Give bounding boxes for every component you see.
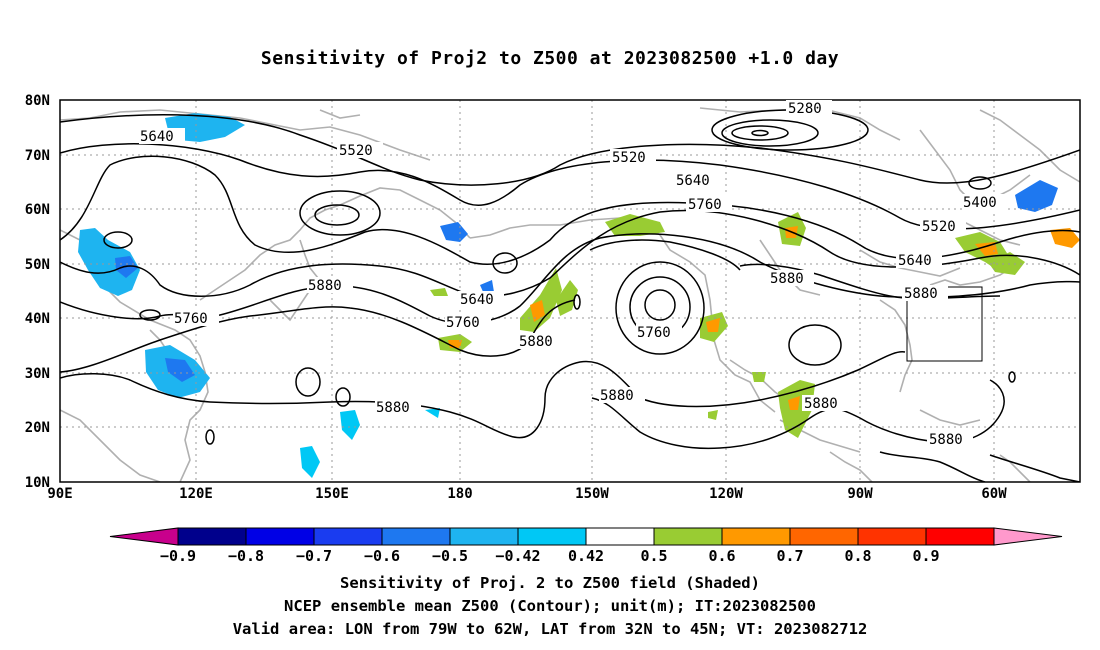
caption-valid-area: Valid area: LON from 79W to 62W, LAT fro… [232,620,868,638]
contour-label: 5880 [804,396,838,412]
contour-label: 5640 [898,253,932,269]
colorbar-swatch [585,527,655,546]
lon-label: 180 [447,486,472,502]
lon-label: 60W [981,486,1007,502]
positive-patch [556,280,578,316]
contour-label: 5760 [174,311,208,327]
caption-shading: Sensitivity of Proj. 2 to Z500 field (Sh… [340,574,760,592]
positive-patch [988,252,1025,275]
positive-patch [708,410,718,420]
lat-label: 80N [25,93,50,109]
lat-label: 40N [25,311,50,327]
positive-patch [430,288,448,296]
colorbar-tick-label: 0.42 [568,547,604,565]
colorbar-tick-label: −0.5 [432,547,468,565]
contour-label: 5640 [140,129,174,145]
positive-patch [706,318,720,332]
negative-patch [165,358,195,382]
contour-label: 5400 [963,195,997,211]
colorbar-tick-label: 0.9 [912,547,939,565]
positive-patch [975,242,998,256]
negative-patch [480,280,494,294]
colorbar-swatch [245,527,315,546]
contour-label: 5880 [376,400,410,416]
contour-label: 5520 [339,143,373,159]
colorbar-tick-label: −0.9 [160,547,196,565]
negative-patch [425,408,440,418]
positive-patch [605,214,665,236]
negative-patch [78,228,140,296]
contour-label: 5280 [788,101,822,117]
negative-patch [340,410,360,440]
caption-contour: NCEP ensemble mean Z500 (Contour); unit(… [284,597,816,615]
colorbar-high-arrow [993,527,1063,546]
contour-labels: 5280 5400 5520 5520 5520 5640 5640 5640 … [139,100,1008,448]
contour-label: 5640 [460,292,494,308]
contour-label: 5880 [929,432,963,448]
longitude-labels: 90E 120E 150E 180 150W 120W 90W 60W [47,486,1007,502]
contour-label: 5760 [637,325,671,341]
colorbar-swatch [313,527,383,546]
lat-label: 50N [25,257,50,273]
contour-label: 5880 [600,388,634,404]
colorbar-tick-label: −0.6 [364,547,400,565]
negative-patch [115,256,138,278]
sensitivity-shading [78,113,1080,478]
colorbar-tick-label: −0.8 [228,547,264,565]
map-title: Sensitivity of Proj2 to Z500 at 20230825… [260,48,840,69]
colorbar: −0.9 −0.8 −0.7 −0.6 −0.5 −0.42 0.42 0.5 0.6 0.7 0.… [109,527,1063,565]
colorbar-swatch [653,527,723,546]
colorbar-low-arrow [109,527,179,546]
colorbar-swatch [925,527,995,546]
lon-label: 120W [709,486,743,502]
contour-label: 5640 [676,173,710,189]
colorbar-tick-label: −0.7 [296,547,332,565]
contour-label: 5520 [612,150,646,166]
lon-label: 150W [575,486,609,502]
positive-patch [530,300,545,322]
negative-patch [300,446,320,478]
lat-label: 20N [25,420,50,436]
positive-patch [788,396,800,410]
colorbar-swatch [449,527,519,546]
colorbar-tick-label: 0.5 [640,547,667,565]
colorbar-swatch [381,527,451,546]
plot-frame [59,99,1081,483]
colorbar-tick-label: 0.8 [844,547,871,565]
lat-label: 30N [25,366,50,382]
lon-label: 120E [179,486,213,502]
contour-label: 5880 [904,286,938,302]
colorbar-tick-label: −0.42 [495,547,540,565]
positive-patch [752,372,766,382]
colorbar-swatch [517,527,587,546]
lat-label: 70N [25,148,50,164]
latitude-labels: 80N 70N 60N 50N 40N 30N 20N 10N [25,93,50,491]
lon-label: 90E [47,486,72,502]
lat-label: 10N [25,475,50,491]
colorbar-tick-label: 0.6 [708,547,735,565]
contour-label: 5520 [922,219,956,235]
negative-patch [440,222,468,242]
positive-patch [1050,228,1080,248]
lat-label: 60N [25,202,50,218]
contour-label: 5880 [770,271,804,287]
contour-label: 5760 [688,197,722,213]
colorbar-swatch [721,527,791,546]
contour-label: 5880 [308,278,342,294]
negative-patch [1015,180,1058,212]
positive-patch [520,268,562,332]
contour-label: 5760 [446,315,480,331]
lon-label: 150E [315,486,349,502]
colorbar-tick-label: 0.7 [776,547,803,565]
colorbar-swatch [857,527,927,546]
contour-label: 5880 [519,334,553,350]
colorbar-swatch [789,527,859,546]
lon-label: 90W [847,486,873,502]
colorbar-swatch [177,527,247,546]
